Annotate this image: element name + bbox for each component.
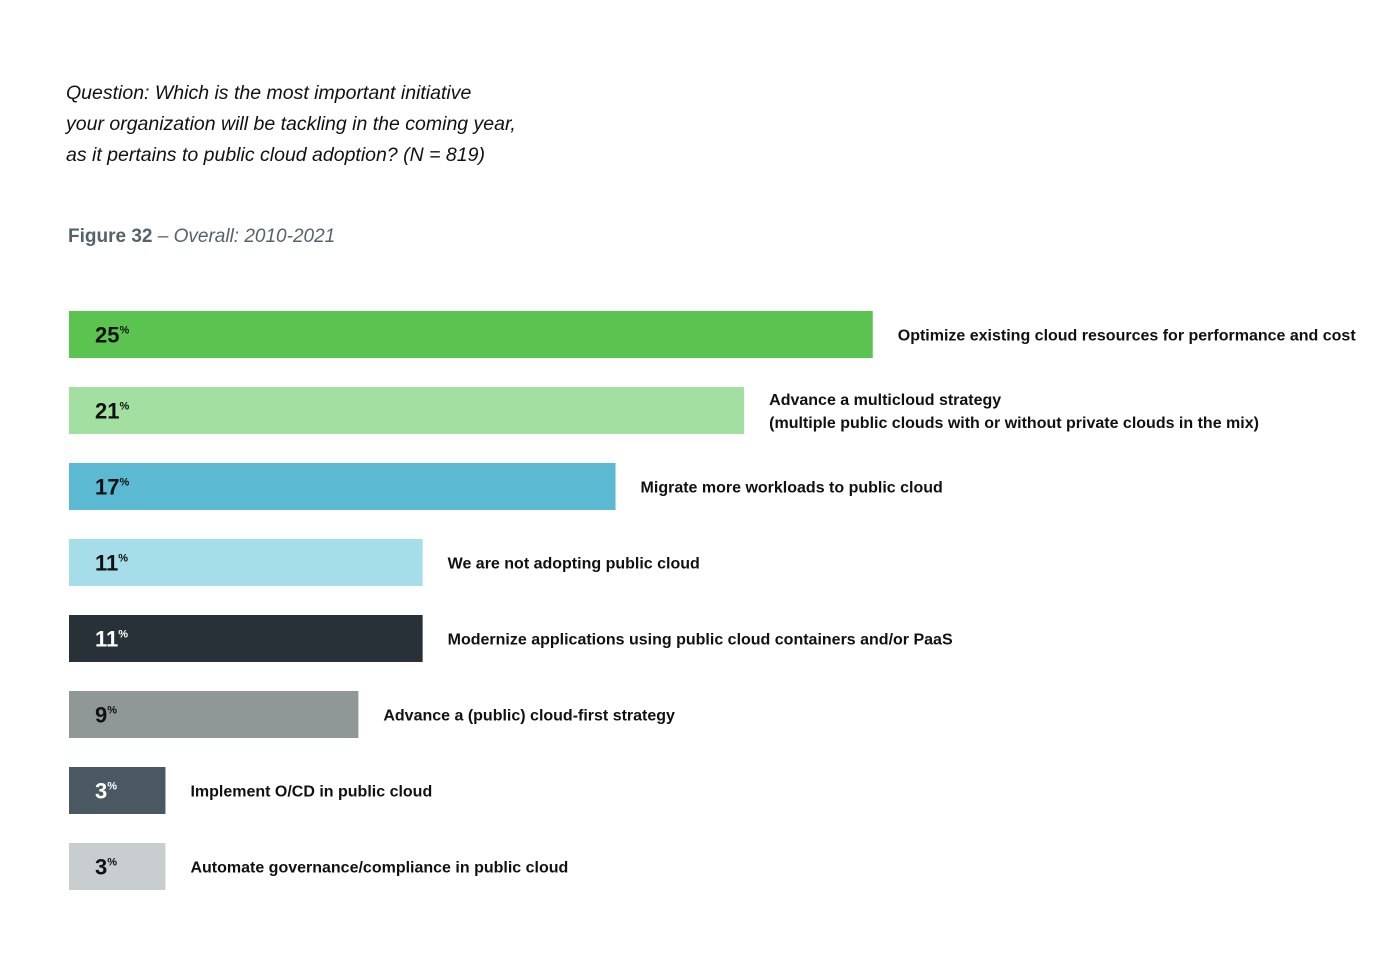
category-label: Optimize existing cloud resources for pe… [898,328,1357,345]
bar [69,311,873,358]
bar-group: 17% Migrate more workloads to public clou… [69,463,943,510]
bar-group: 3% Automate governance/compliance in publ… [69,843,568,890]
percent-sign: % [118,553,128,565]
figure-title: Figure 32 – Overall: 2010-2021 [68,224,335,250]
category-label: Migrate more workloads to public cloud [641,480,943,497]
percent-sign: % [119,477,129,489]
percent-sign: % [107,857,117,869]
bar-group: 3% Implement O/CD in public cloud [69,767,432,814]
bar-group: 21% Advance a multicloud strategy(multipl… [69,387,1259,434]
figure-separator: – [152,226,174,247]
bar [69,463,616,510]
question-line: Question: Which is the most important in… [66,82,472,104]
category-label: Implement O/CD in public cloud [190,784,432,801]
category-label: Automate governance/compliance in public… [190,860,568,877]
percent-sign: % [119,325,129,337]
percent-sign: % [107,705,117,717]
category-label: Advance a (public) cloud-first strategy [383,708,675,725]
bar [69,387,745,434]
bar-group: 9% Advance a (public) cloud-first strateg… [69,691,675,738]
percent-sign: % [118,629,128,641]
category-label: (multiple public clouds with or without … [769,415,1259,432]
bar-group: 11% We are not adopting public cloud [69,539,700,586]
figure-subtitle: Overall: 2010-2021 [173,226,336,247]
question-line: your organization will be tackling in th… [66,113,516,135]
category-label: We are not adopting public cloud [448,556,700,573]
bar [69,767,166,814]
question-line: as it pertains to public cloud adoption?… [66,144,485,166]
question-text: Question: Which is the most important in… [66,78,586,171]
bar [69,843,166,890]
figure-number: Figure 32 [68,226,153,247]
bar [69,691,359,738]
bar [69,539,423,586]
bar [69,615,423,662]
bar-group: 11% Modernize applications using public c… [69,615,953,662]
category-label: Modernize applications using public clou… [448,632,953,649]
bar-group: 25% Optimize existing cloud resources for… [69,311,1356,358]
percent-sign: % [107,781,117,793]
category-label: Advance a multicloud strategy [769,392,1001,409]
percent-sign: % [119,401,129,413]
